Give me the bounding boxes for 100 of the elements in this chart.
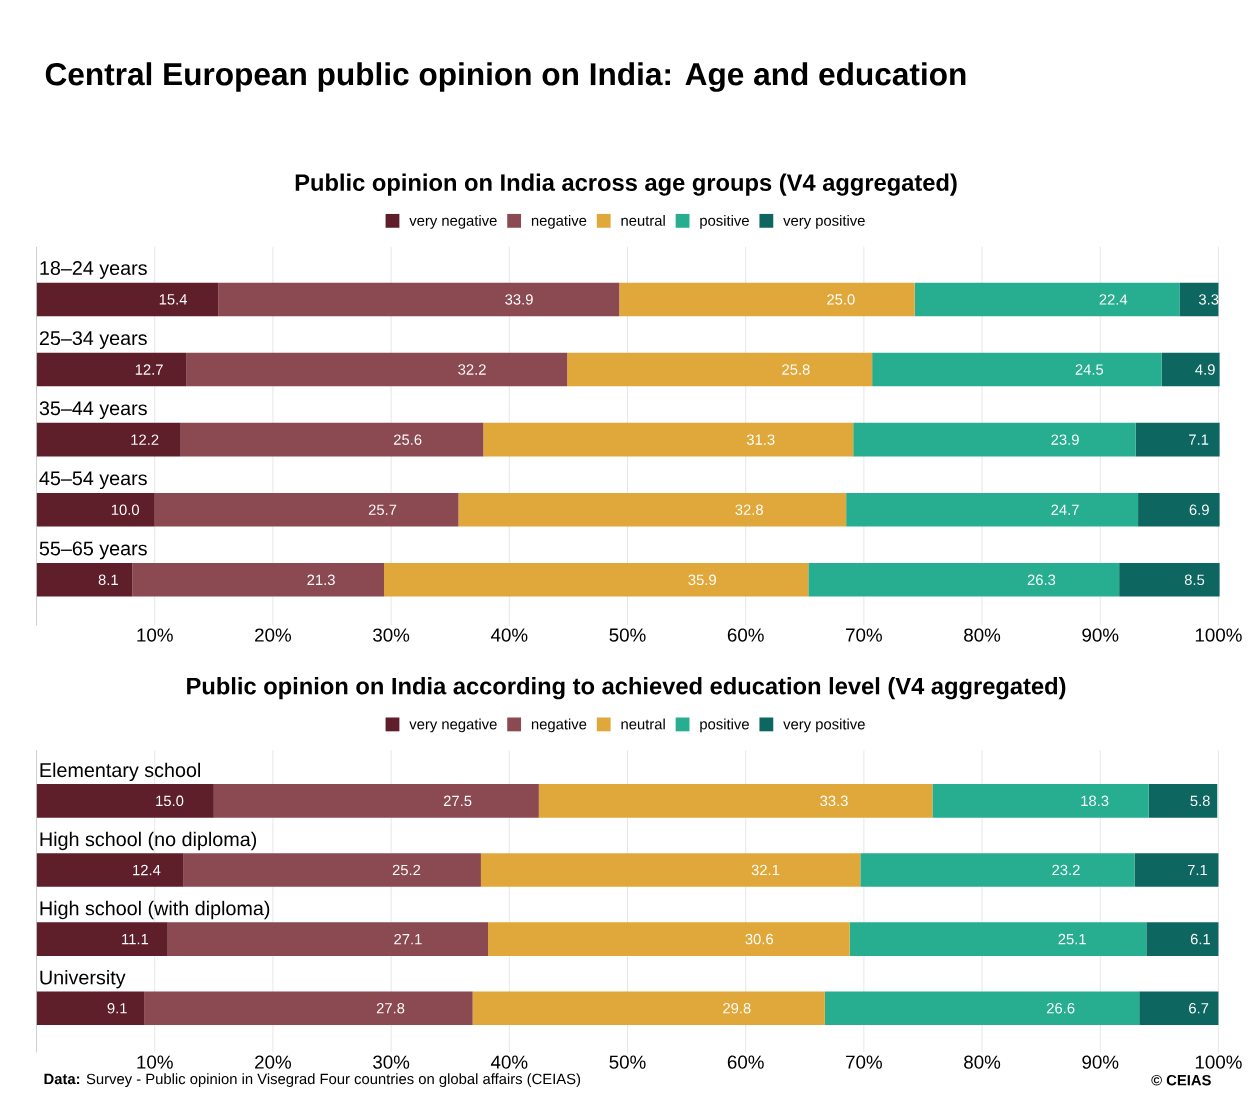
data-label: 10.0 <box>111 504 140 515</box>
data-label: 32.2 <box>458 364 486 375</box>
data-label: 15.4 <box>159 294 188 305</box>
data-label: 27.8 <box>376 1002 405 1014</box>
data-label: 3.3 <box>1198 294 1219 305</box>
bar <box>154 492 459 527</box>
y-tick-label: High school (no diploma) <box>40 831 257 851</box>
x-tick-label: 90% <box>1082 1055 1119 1069</box>
chart-subtitle: Public opinion on India across age groups (V4 aggregated) <box>295 173 957 196</box>
bar <box>218 282 620 317</box>
x-tick-label: 60% <box>727 628 764 642</box>
data-label: 32.8 <box>735 504 763 515</box>
data-label: 35.9 <box>688 574 716 586</box>
data-label: 6.7 <box>1189 1002 1209 1014</box>
text: Data: Survey - Public opinion in Visegrad Four countries on global affairs (CEIAS) <box>44 1073 581 1088</box>
bar <box>619 282 915 317</box>
x-tick-label: 90% <box>1082 628 1119 642</box>
bar <box>1134 853 1219 887</box>
y-tick-label: Elementary school <box>40 762 200 782</box>
data-label: 25.1 <box>1058 933 1086 945</box>
data-label: 25.6 <box>393 434 422 445</box>
x-tick-label: 80% <box>964 628 1001 642</box>
y-tick-label: High school (with diploma) <box>40 900 270 920</box>
bar <box>1138 492 1220 527</box>
legend-label: very negative <box>409 215 497 229</box>
bar <box>1119 563 1220 597</box>
data-label: 12.4 <box>133 864 161 876</box>
bar <box>36 991 145 1025</box>
bar <box>860 853 1135 887</box>
x-tick-label: 40% <box>490 628 528 642</box>
chart-title: Public opinion on India according to achieved education level (V4 aggregated) <box>187 677 1066 700</box>
legend-label: very positive <box>783 718 865 733</box>
bar <box>1135 422 1220 457</box>
data-label: 8.1 <box>98 574 118 586</box>
data-label: 12.7 <box>135 364 163 375</box>
data-label: 6.9 <box>1189 504 1209 515</box>
y-tick-label: University <box>40 969 126 989</box>
y-tick-label: 18–24 years <box>40 261 147 279</box>
x-tick-label: 70% <box>846 1055 882 1069</box>
y-tick-label: 55–65 years <box>39 541 147 560</box>
y-tick-label: 35–44 years <box>39 401 147 420</box>
legend-label: neutral <box>621 718 665 730</box>
bar <box>167 922 489 956</box>
chart-title: Central European public opinion on India: Age and education <box>45 62 966 92</box>
data-label: 33.9 <box>505 294 533 305</box>
data-label: 23.9 <box>1051 434 1079 445</box>
bar <box>567 352 873 387</box>
x-tick-label: 10% <box>137 628 173 642</box>
data-label: 7.1 <box>1189 434 1209 445</box>
legend-label: positive <box>700 215 749 229</box>
legend-label: very negative <box>409 718 497 733</box>
bar <box>914 282 1180 317</box>
x-tick-label: 20% <box>255 1055 292 1069</box>
data-label: 33.3 <box>820 795 848 807</box>
bar <box>186 352 568 387</box>
bar <box>36 422 181 457</box>
legend-label: negative <box>531 718 587 733</box>
x-tick-label: 100% <box>1195 1055 1242 1069</box>
x-tick-label: 30% <box>373 1055 410 1069</box>
bar <box>36 282 219 317</box>
bar <box>824 991 1140 1025</box>
bar <box>849 922 1147 956</box>
legend-label: very positive <box>783 215 865 229</box>
data-label: 30.6 <box>745 933 774 945</box>
data-label: 7.1 <box>1187 864 1208 876</box>
text: © CEIAS <box>1151 1074 1211 1086</box>
x-tick-label: 60% <box>727 1055 764 1069</box>
bar <box>36 492 155 527</box>
bar <box>846 492 1139 527</box>
bar <box>180 422 484 457</box>
bar <box>872 352 1162 387</box>
bar <box>480 853 861 887</box>
data-label: 29.8 <box>723 1002 751 1014</box>
bar <box>1146 922 1219 956</box>
bar <box>36 853 184 887</box>
data-label: 5.8 <box>1190 795 1210 807</box>
data-label: 25.2 <box>392 864 421 876</box>
data-label: 24.7 <box>1051 504 1079 515</box>
legend-label: positive <box>700 718 749 733</box>
bar <box>1148 784 1218 818</box>
x-tick-label: 10% <box>137 1055 173 1069</box>
bar <box>36 922 168 956</box>
x-tick-label: 40% <box>490 1055 528 1069</box>
data-label: 32.1 <box>751 864 780 876</box>
bar <box>213 784 539 818</box>
bar <box>384 563 809 597</box>
data-label: 22.4 <box>1099 294 1128 305</box>
bar <box>808 563 1120 597</box>
y-tick-label: 25–34 years <box>39 331 147 350</box>
bar <box>1139 991 1219 1025</box>
data-label: 26.3 <box>1027 574 1056 586</box>
bar <box>36 784 214 818</box>
data-label: 25.8 <box>782 364 810 375</box>
bar <box>1161 352 1220 387</box>
x-tick-label: 50% <box>609 1055 646 1069</box>
data-label: 11.1 <box>122 934 149 945</box>
bar <box>1179 282 1219 317</box>
data-label: 24.5 <box>1075 364 1104 375</box>
bar <box>483 422 854 457</box>
x-tick-label: 100% <box>1195 628 1242 642</box>
